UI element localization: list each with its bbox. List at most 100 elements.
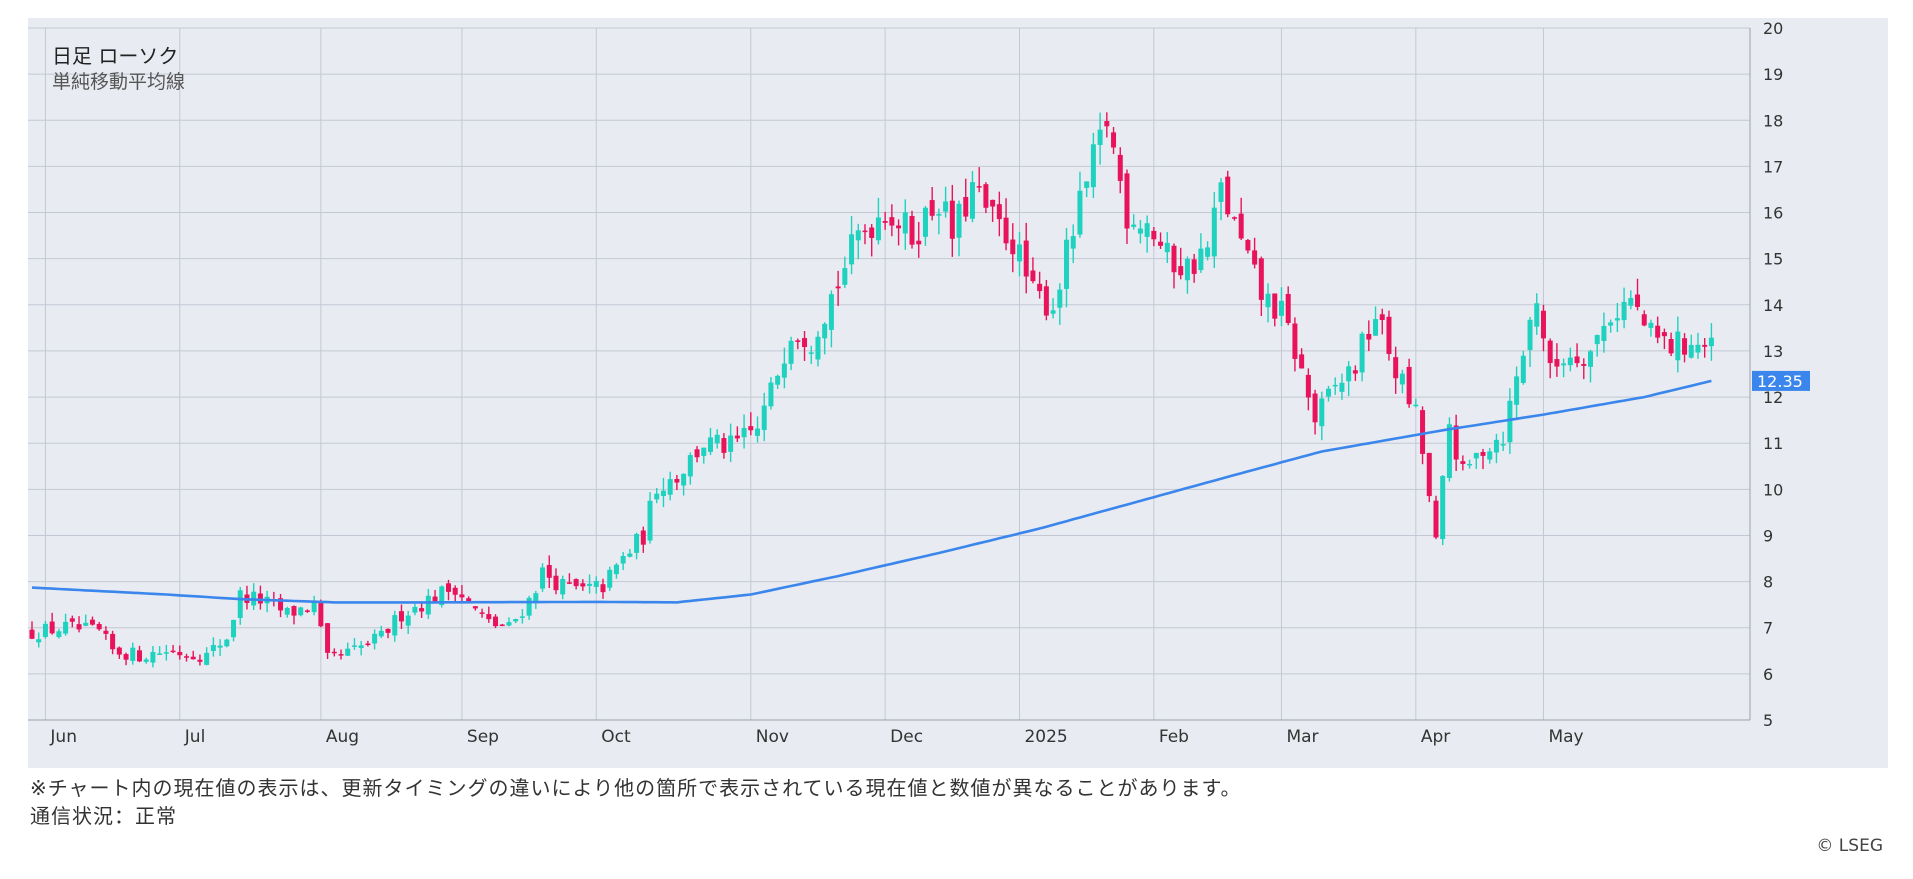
candle-down — [546, 565, 552, 578]
candle-down — [949, 200, 955, 239]
candle-up — [519, 616, 525, 618]
candle-down — [1574, 356, 1580, 364]
candle-down — [862, 230, 868, 233]
candle-down — [882, 221, 888, 223]
candle-down — [1225, 176, 1231, 215]
x-tick-label: Nov — [756, 727, 789, 747]
candle-up — [1339, 382, 1345, 392]
candle-up — [701, 447, 707, 456]
candle-up — [1184, 258, 1190, 281]
y-tick-label: 8 — [1763, 573, 1773, 592]
candle-up — [1507, 400, 1513, 443]
candle-down — [1554, 359, 1560, 367]
candle-up — [1319, 398, 1325, 427]
candle-up — [761, 405, 767, 430]
candle-down — [338, 654, 344, 656]
candle-down — [909, 216, 915, 245]
candle-up — [412, 606, 418, 613]
candle-down — [748, 426, 754, 431]
candle-up — [1587, 351, 1593, 367]
candle-up — [1198, 248, 1204, 271]
candle-up — [842, 268, 848, 285]
candle-up — [1594, 335, 1600, 345]
x-tick-label: Jun — [49, 727, 77, 747]
candle-up — [1467, 463, 1473, 466]
candle-up — [728, 435, 734, 452]
candle-down — [1661, 332, 1667, 337]
x-tick-label: Oct — [601, 727, 631, 747]
candle-down — [76, 624, 82, 630]
candle-up — [902, 212, 908, 234]
price-chart[interactable]: 5 6 7 8 9 10 11 12 13 14 15 16 17 18 19 20 Jun Jul Aug Sep O… — [0, 0, 1913, 770]
candle-down — [1406, 366, 1412, 405]
candle-down — [734, 435, 740, 439]
candle-up — [358, 645, 364, 648]
candle-up — [42, 623, 48, 637]
candle-up — [1332, 384, 1338, 387]
candle-down — [1104, 121, 1110, 127]
candle-down — [1641, 314, 1647, 326]
candle-down — [479, 612, 485, 614]
candle-down — [123, 654, 129, 660]
sma-layer — [31, 379, 1712, 604]
candle-up — [1164, 242, 1170, 253]
candle-up — [351, 645, 357, 647]
candle-up — [1265, 293, 1271, 308]
candle-down — [1420, 410, 1426, 454]
candle-down — [116, 647, 122, 655]
candle-down — [1238, 213, 1244, 239]
candle-up — [1621, 301, 1627, 321]
candle-up — [439, 586, 445, 606]
candle-down — [1292, 323, 1298, 359]
candle-down — [1460, 461, 1466, 464]
candle-down — [170, 650, 176, 653]
y-tick-label: 16 — [1763, 204, 1783, 223]
candle-down — [499, 624, 505, 627]
y-tick-label: 19 — [1763, 65, 1783, 84]
candle-down — [110, 633, 116, 650]
candle-up — [1708, 337, 1714, 347]
candle-up — [1601, 325, 1607, 341]
candle-down — [304, 610, 310, 612]
candle-down — [553, 575, 559, 591]
y-tick-label: 10 — [1763, 480, 1783, 499]
candle-down — [1635, 294, 1641, 307]
candle-down — [802, 338, 808, 348]
candle-down — [1272, 293, 1278, 319]
candle-up — [875, 217, 881, 241]
chart-subtitle: 単純移動平均線 — [52, 71, 186, 93]
candle-down — [486, 614, 492, 620]
candle-up — [1070, 236, 1076, 249]
candle-up — [1487, 451, 1493, 460]
candle-down — [721, 438, 727, 453]
candle-up — [1561, 363, 1567, 366]
candle-down — [963, 196, 969, 217]
candle-down — [795, 340, 801, 342]
candle-up — [1077, 190, 1083, 235]
candle-down — [325, 623, 331, 653]
y-tick-label: 11 — [1763, 434, 1783, 453]
x-tick-label: Jul — [184, 727, 206, 747]
candle-down — [1386, 316, 1392, 354]
candle-up — [506, 622, 512, 626]
candle-up — [687, 455, 693, 477]
candle-up — [1064, 239, 1070, 289]
candle-down — [1124, 173, 1130, 229]
candle-down — [896, 225, 902, 229]
candle-up — [1500, 444, 1506, 446]
candle-up — [667, 479, 673, 495]
candle-up — [1493, 439, 1499, 453]
candle-up — [56, 631, 62, 638]
candle-down — [184, 656, 190, 658]
grid-layer — [28, 27, 1751, 721]
candle-up — [1608, 322, 1614, 326]
candle-down — [580, 583, 586, 587]
candle-down — [1480, 451, 1486, 456]
x-tick-label: May — [1548, 727, 1583, 747]
candle-down — [136, 650, 142, 662]
candle-up — [83, 622, 89, 626]
candle-up — [1218, 182, 1224, 202]
candle-up — [681, 473, 687, 486]
candle-down — [1682, 338, 1688, 355]
candle-up — [1527, 319, 1533, 350]
